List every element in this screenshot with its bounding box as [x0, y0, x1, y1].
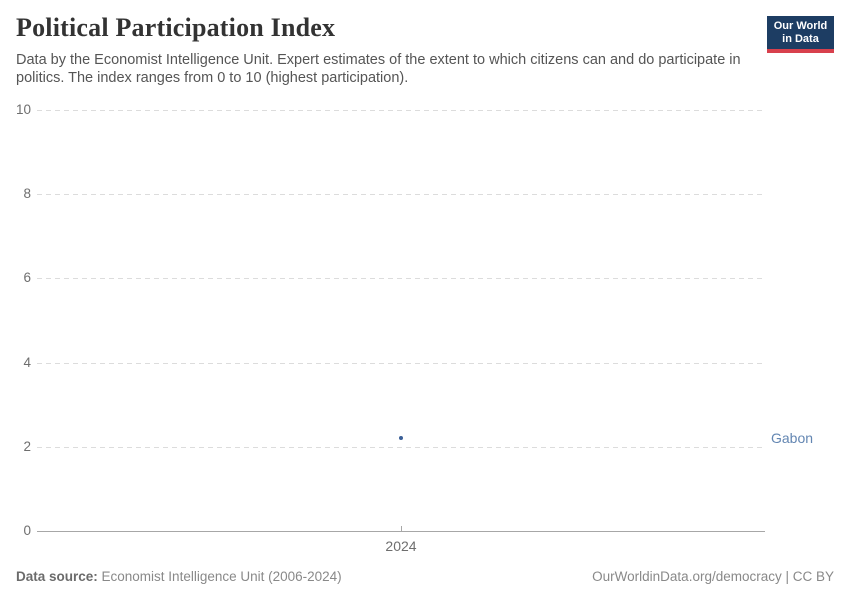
- data-point[interactable]: [399, 436, 403, 441]
- chart-subtitle: Data by the Economist Intelligence Unit.…: [16, 52, 741, 86]
- y-tick-label: 8: [23, 186, 31, 202]
- gridline: [37, 278, 765, 280]
- owid-logo-line1: Our World: [773, 20, 828, 32]
- x-tick-label: 2024: [385, 538, 417, 554]
- y-tick-label: 6: [23, 270, 31, 286]
- x-axis-line: [37, 531, 765, 532]
- owid-logo-line2: in Data: [782, 32, 819, 45]
- gridline: [37, 446, 765, 448]
- data-source-text: Economist Intelligence Unit (2006-2024): [97, 569, 342, 584]
- data-source-label: Data source:: [16, 569, 98, 584]
- y-tick-label: 2: [23, 438, 31, 454]
- credit-link[interactable]: OurWorldinData.org/democracy | CC BY: [592, 569, 834, 584]
- series-label: Gabon: [771, 430, 814, 447]
- gridline: [37, 194, 765, 196]
- x-axis-tick: [401, 526, 402, 531]
- y-tick-label: 0: [23, 523, 31, 538]
- gridline: [37, 362, 765, 364]
- owid-logo[interactable]: Our World in Data: [767, 16, 834, 53]
- chart-title: Political Participation Index: [16, 13, 336, 42]
- y-tick-label: 10: [15, 102, 31, 117]
- y-tick-label: 4: [23, 354, 31, 370]
- gridline: [37, 110, 765, 111]
- data-source: Data source: Economist Intelligence Unit…: [16, 569, 342, 584]
